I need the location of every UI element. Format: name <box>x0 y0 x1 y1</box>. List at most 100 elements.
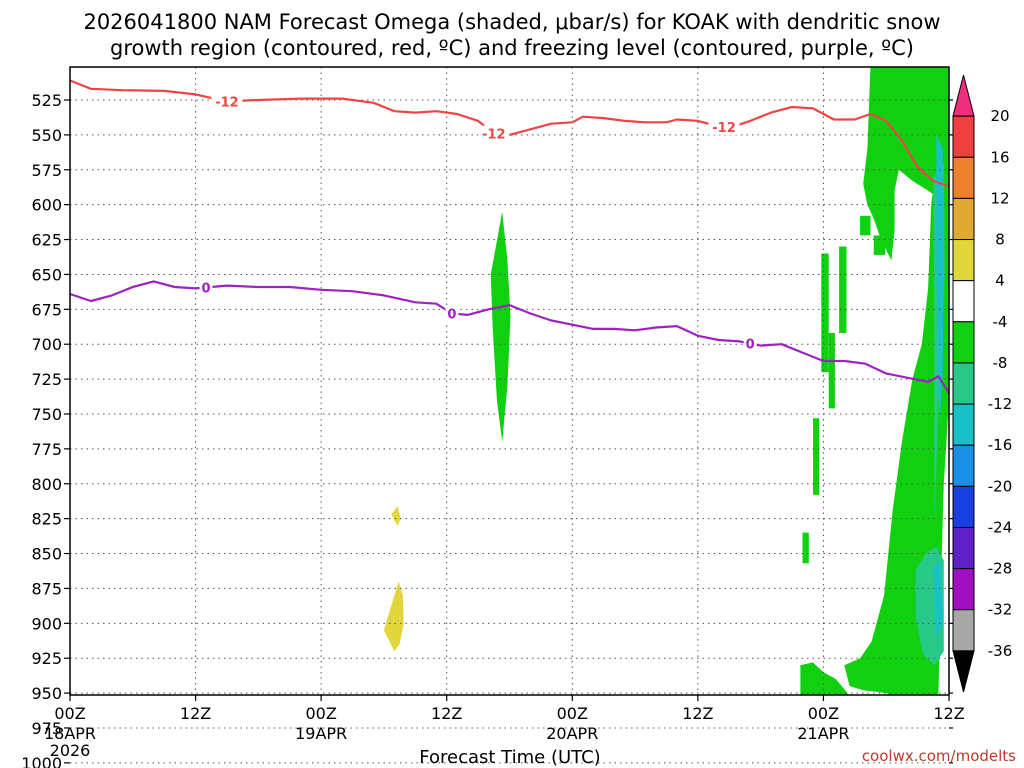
colorbar-label: 16 <box>990 148 1009 166</box>
omega-region-3 <box>802 532 809 564</box>
omega-region-0 <box>383 581 404 652</box>
omega-region-2 <box>490 211 511 442</box>
chart-title-line1: 2026041800 NAM Forecast Omega (shaded, μ… <box>83 10 940 34</box>
contour-label: 0 <box>746 338 755 353</box>
omega-region-9 <box>844 67 949 695</box>
credit-text: coolwx.com/modelts <box>862 747 1016 765</box>
x-tick-date: 20APR <box>546 724 598 743</box>
omega-region-7 <box>839 246 847 333</box>
colorbar-label: -36 <box>988 642 1013 660</box>
colorbar-label: 8 <box>995 231 1005 249</box>
plot-frame <box>69 66 950 696</box>
colorbar-label: -20 <box>988 477 1013 495</box>
colorbar-label: 12 <box>990 189 1009 207</box>
y-tick-label: 800 <box>31 475 62 494</box>
omega-region-11 <box>860 215 871 236</box>
colorbar-label: -16 <box>988 436 1013 454</box>
omega-region-5 <box>821 253 829 373</box>
plot-background <box>70 67 949 695</box>
colorbar-swatch <box>952 485 975 528</box>
colorbar-swatch <box>952 321 975 364</box>
chart-title-line2: growth region (contoured, red, ºC) and f… <box>110 36 914 60</box>
omega-region-16 <box>933 560 943 638</box>
colorbar-swatch <box>952 362 975 405</box>
x-tick-label: 00Z <box>305 704 336 723</box>
omega-region-6 <box>828 333 835 409</box>
y-tick-label: 775 <box>31 440 62 459</box>
contour-label-bg <box>211 93 243 110</box>
colorbar-label: -4 <box>993 313 1008 331</box>
contour-label: -12 <box>712 121 736 136</box>
y-tick-label: 750 <box>31 405 62 424</box>
x-tick-label: 00Z <box>808 704 839 723</box>
contour-line-1 <box>70 280 949 394</box>
colorbar-swatch <box>952 197 975 241</box>
colorbar-label: 4 <box>995 272 1005 290</box>
contour-line-0 <box>70 79 949 188</box>
omega-region-8 <box>800 662 848 695</box>
x-tick-date: 18APR <box>44 724 96 743</box>
contour-label: -12 <box>215 95 239 110</box>
colorbar: 20 16 12 8 4 -4 -8 -12 -16 -20 -24 -28 -32 -36 <box>952 74 1013 693</box>
x-axis-title: Forecast Time (UTC) <box>419 747 600 768</box>
x-tick-label: 00Z <box>557 704 588 723</box>
y-tick-label: 950 <box>31 684 62 703</box>
contour-label-bg <box>708 118 740 135</box>
contour-label: 0 <box>447 308 456 323</box>
y-tick-label: 575 <box>31 161 62 180</box>
x-tick-date: 21APR <box>797 724 849 743</box>
colorbar-label: 20 <box>990 107 1009 125</box>
x-tick-label: 12Z <box>682 704 713 723</box>
omega-region-1 <box>391 506 401 526</box>
colorbar-swatch <box>952 239 975 282</box>
colorbar-swatch <box>952 403 975 446</box>
colorbar-label: -8 <box>993 354 1008 372</box>
omega-region-12 <box>873 235 886 255</box>
y-tick-label: 550 <box>31 126 62 145</box>
colorbar-swatch <box>952 115 975 158</box>
colorbar-swatch <box>952 609 975 652</box>
y-tick-label: 600 <box>31 196 62 215</box>
colorbar-arrow-top <box>952 74 975 117</box>
y-axis: 525 550 575 600 625 650 675 700 725 750 775 800 825 8… <box>21 91 953 768</box>
y-tick-label: 900 <box>31 614 62 633</box>
contour-label: -12 <box>482 127 506 142</box>
colorbar-label: -28 <box>988 560 1013 578</box>
y-tick-label: 675 <box>31 300 62 319</box>
y-tick-label: 925 <box>31 649 62 668</box>
omega-region-10 <box>863 67 949 261</box>
y-tick-label: 525 <box>31 91 62 110</box>
colorbar-label: -32 <box>988 601 1013 619</box>
x-tick-date: 19APR <box>295 724 347 743</box>
y-tick-label: 650 <box>31 265 62 284</box>
contour-label-bg <box>445 305 459 322</box>
contour-label-bg <box>199 279 213 296</box>
y-tick-label: 825 <box>31 510 62 529</box>
y-tick-label: 700 <box>31 335 62 354</box>
colorbar-swatch <box>952 568 975 611</box>
y-tick-label: 1000 <box>21 754 62 768</box>
colorbar-swatch <box>952 444 975 487</box>
colorbar-swatch <box>952 526 975 570</box>
contour-label-bg <box>743 335 757 352</box>
omega-region-4 <box>813 418 820 495</box>
contour-lines: -12 -12 -12 0 0 0 <box>70 79 949 394</box>
contour-label: 0 <box>202 281 211 296</box>
omega-region-15 <box>936 134 944 428</box>
x-tick-label: 12Z <box>431 704 462 723</box>
x-tick-label: 12Z <box>933 704 964 723</box>
y-tick-label: 625 <box>31 231 62 250</box>
colorbar-swatch <box>952 280 975 323</box>
x-tick-year: 2026 <box>50 741 91 760</box>
y-tick-label: 725 <box>31 370 62 389</box>
colorbar-swatch <box>952 156 975 199</box>
colorbar-label: -24 <box>988 518 1013 536</box>
y-tick-label: 850 <box>31 545 62 564</box>
x-tick-label: 00Z <box>54 704 85 723</box>
y-tick-label: 975 <box>31 719 62 738</box>
y-tick-label: 875 <box>31 579 62 598</box>
colorbar-label: -12 <box>988 395 1013 413</box>
contour-label-bg <box>478 125 510 142</box>
